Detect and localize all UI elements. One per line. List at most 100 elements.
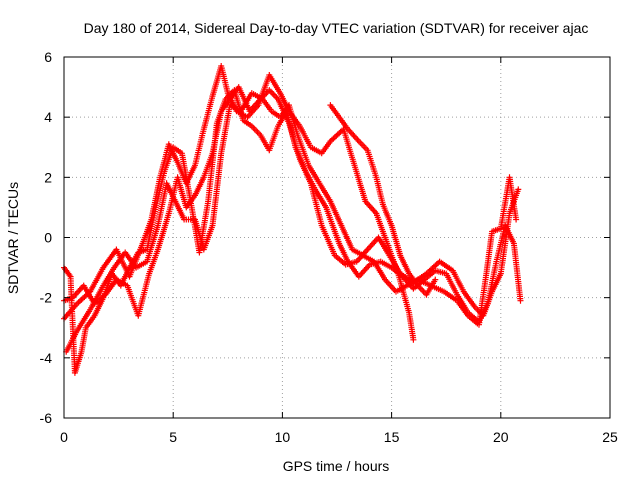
interpolated-markers [372,260,387,281]
interpolated-markers [64,329,80,353]
interpolated-markers [75,308,93,332]
interpolated-markers [164,182,178,203]
interpolated-markers [313,188,328,209]
y-tick-label: 0 [44,230,52,246]
interpolated-markers [337,115,350,131]
interpolated-markers [135,272,152,317]
y-tick-label: 2 [44,169,52,185]
interpolated-markers [365,149,379,179]
interpolated-markers [320,140,333,155]
x-tick-label: 5 [169,429,177,445]
interpolated-markers [376,236,392,257]
interpolated-markers [162,146,176,173]
interpolated-markers [62,295,74,304]
interpolated-markers [88,284,106,311]
interpolated-markers [155,182,170,227]
interpolated-markers [209,110,224,155]
satellite-track-3 [61,84,522,319]
interpolated-markers [357,263,372,279]
interpolated-markers [267,125,281,152]
interpolated-markers [351,247,365,258]
interpolated-markers [380,203,394,227]
interpolated-markers [155,212,172,251]
interpolated-markers [362,253,376,264]
y-tick-label: -2 [40,290,53,306]
interpolated-markers [422,268,437,282]
interpolated-markers [72,350,84,374]
interpolated-markers [209,152,224,227]
interpolated-markers [373,176,386,206]
interpolated-markers [219,97,232,113]
interpolated-markers [267,88,280,101]
satellite-track-4 [63,90,520,355]
interpolated-markers [344,259,358,268]
interpolated-markers [306,164,322,185]
interpolated-markers [450,269,466,293]
interpolated-markers [363,199,378,215]
interpolated-markers [192,176,206,197]
interpolated-markers [352,164,368,203]
interpolated-markers [286,104,301,137]
satellite-track-5 [327,102,439,298]
interpolated-markers [192,128,207,167]
interpolated-markers [323,206,342,245]
interpolated-markers [438,259,455,273]
interpolated-markers [481,290,495,317]
interpolated-markers [228,103,243,114]
interpolated-markers [137,247,149,255]
interpolated-markers [317,182,333,203]
interpolated-markers [201,224,215,251]
interpolated-markers [387,254,403,275]
x-tick-label: 10 [275,429,291,445]
interpolated-markers [183,216,196,223]
interpolated-markers [241,118,254,128]
interpolated-markers [511,242,524,302]
interpolated-markers [297,158,313,185]
interpolated-markers [103,278,119,296]
interpolated-markers [466,314,481,327]
interpolated-markers [62,266,73,279]
interpolated-markers [425,259,442,276]
interpolated-markers [506,176,519,221]
interpolated-markers [140,218,154,245]
interpolated-markers [490,226,503,234]
interpolated-markers [101,248,119,269]
interpolated-markers [144,224,161,263]
interpolated-markers [201,95,215,131]
interpolated-markers [346,127,361,143]
interpolated-markers [398,254,412,275]
interpolated-markers [123,251,138,269]
chart-title: Day 180 of 2014, Sidereal Day-to-day VTE… [84,20,589,36]
interpolated-markers [442,289,459,303]
interpolated-markers [489,272,503,293]
interpolated-markers [333,253,348,267]
interpolated-markers [261,97,274,113]
interpolated-markers [328,127,346,143]
x-tick-label: 25 [602,429,618,445]
y-tick-label: -4 [40,350,53,366]
interpolated-markers [374,212,390,245]
interpolated-markers [444,272,460,296]
interpolated-markers [239,91,254,113]
interpolated-markers [455,299,470,317]
interpolated-markers [406,311,417,341]
interpolated-markers [309,145,323,156]
interpolated-markers [88,266,106,293]
interpolated-markers [379,259,393,270]
interpolated-markers [407,272,420,287]
x-tick-label: 15 [384,429,400,445]
interpolated-markers [78,326,89,353]
interpolated-markers [286,122,303,161]
interpolated-markers [144,206,159,251]
interpolated-markers [184,194,197,209]
interpolated-markers [339,224,355,251]
interpolated-markers [337,242,350,263]
interpolated-markers [250,124,263,137]
y-tick-label: 4 [44,109,52,125]
interpolated-markers [434,268,448,277]
x-tick-label: 0 [60,429,68,445]
interpolated-markers [498,212,513,275]
interpolated-markers [394,283,409,294]
interpolated-markers [267,73,283,95]
